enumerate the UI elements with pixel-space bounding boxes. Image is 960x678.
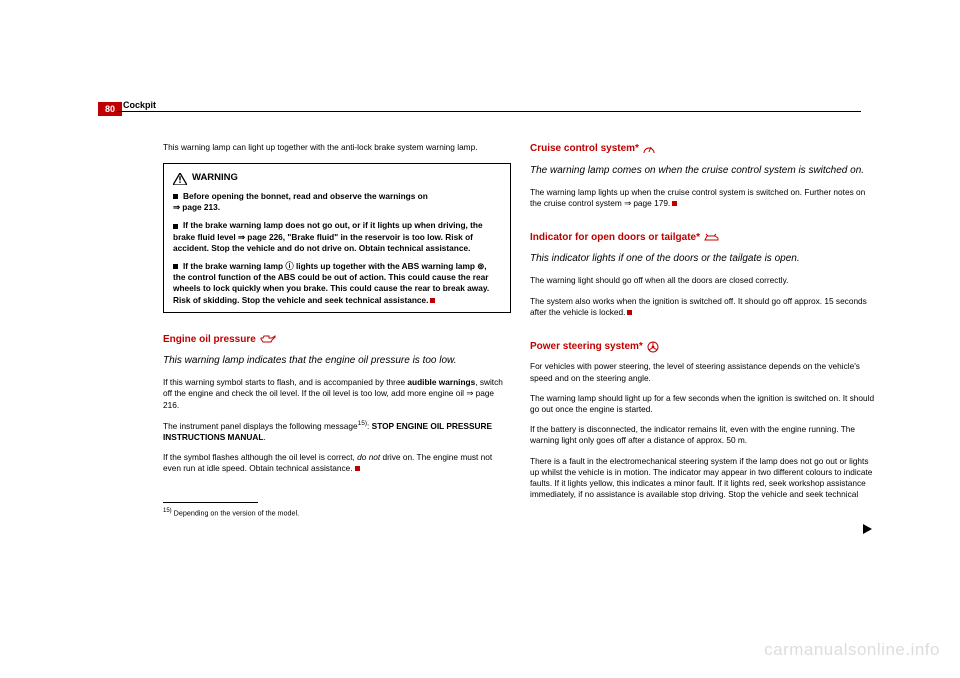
end-mark-icon bbox=[355, 466, 360, 471]
warning-box: WARNING Before opening the bonnet, read … bbox=[163, 163, 511, 313]
doors-para-1: The warning light should go off when all… bbox=[530, 275, 878, 286]
end-mark-icon bbox=[672, 201, 677, 206]
footnote: 15) Depending on the version of the mode… bbox=[163, 507, 511, 518]
footnote-text: Depending on the version of the model. bbox=[172, 509, 299, 518]
speedometer-icon bbox=[643, 144, 655, 154]
warning-label: WARNING bbox=[192, 172, 238, 185]
steering-para-1: For vehicles with power steering, the le… bbox=[530, 361, 878, 383]
warning-bullet-1: Before opening the bonnet, read and obse… bbox=[173, 191, 501, 213]
oil-para-2: The instrument panel displays the follow… bbox=[163, 420, 511, 443]
bullet-icon bbox=[173, 194, 178, 199]
left-column: This warning lamp can light up together … bbox=[163, 142, 511, 518]
page-number-tab: 80 bbox=[98, 102, 122, 116]
intro-paragraph: This warning lamp can light up together … bbox=[163, 142, 511, 153]
oil-p2a: The instrument panel displays the follow… bbox=[163, 421, 358, 431]
cruise-p1: The warning lamp lights up when the crui… bbox=[530, 187, 865, 208]
oil-para-3: If the symbol flashes although the oil l… bbox=[163, 452, 511, 474]
oil-p3a: If the symbol flashes although the oil l… bbox=[163, 452, 357, 462]
watermark: carmanualsonline.info bbox=[764, 640, 940, 660]
warning-triangle-icon bbox=[173, 173, 187, 185]
steering-heading-text: Power steering system* bbox=[530, 340, 643, 354]
doors-subheading: This indicator lights if one of the door… bbox=[530, 252, 878, 265]
footnote-rule bbox=[163, 502, 258, 503]
oil-p3b: do not bbox=[357, 452, 380, 462]
steering-para-4: There is a fault in the electromechanica… bbox=[530, 456, 878, 501]
warning-bullet-3: If the brake warning lamp ⓘ lights up to… bbox=[173, 261, 501, 306]
doors-heading-text: Indicator for open doors or tailgate* bbox=[530, 231, 700, 245]
warning-b1-text-b: ⇒ page 213. bbox=[173, 202, 220, 212]
open-door-icon bbox=[704, 233, 720, 242]
oil-para-1: If this warning symbol starts to flash, … bbox=[163, 377, 511, 411]
steering-heading: Power steering system* bbox=[530, 340, 878, 354]
oil-heading-text: Engine oil pressure bbox=[163, 333, 256, 347]
end-mark-icon bbox=[430, 298, 435, 303]
page-header: Cockpit bbox=[123, 100, 156, 110]
warning-heading: WARNING bbox=[173, 172, 501, 185]
doors-heading: Indicator for open doors or tailgate* bbox=[530, 231, 878, 245]
oil-p2-sup: 15) bbox=[358, 420, 367, 427]
bullet-icon bbox=[173, 264, 178, 269]
cruise-subheading: The warning lamp comes on when the cruis… bbox=[530, 164, 878, 177]
cruise-para-1: The warning lamp lights up when the crui… bbox=[530, 187, 878, 209]
right-column: Cruise control system* The warning lamp … bbox=[530, 142, 878, 509]
oil-p1b: audible warnings bbox=[407, 377, 475, 387]
footnote-mark: 15) bbox=[163, 508, 172, 514]
warning-b3-text-a: If the brake warning lamp bbox=[183, 261, 285, 271]
oil-p1a: If this warning symbol starts to flash, … bbox=[163, 377, 407, 387]
cruise-heading: Cruise control system* bbox=[530, 142, 878, 156]
oil-pressure-heading: Engine oil pressure bbox=[163, 333, 511, 347]
header-rule bbox=[117, 111, 861, 112]
warning-b1-text-a: Before opening the bonnet, read and obse… bbox=[183, 191, 428, 201]
steering-wheel-icon bbox=[647, 341, 659, 353]
bullet-icon bbox=[173, 224, 178, 229]
brake-symbol-icon: ⓘ bbox=[285, 261, 293, 271]
cruise-heading-text: Cruise control system* bbox=[530, 142, 639, 156]
oil-can-icon bbox=[260, 334, 276, 344]
warning-bullet-2: If the brake warning lamp does not go ou… bbox=[173, 220, 501, 254]
oil-p2d: . bbox=[263, 432, 265, 442]
oil-subheading: This warning lamp indicates that the eng… bbox=[163, 354, 511, 367]
doors-para-2: The system also works when the ignition … bbox=[530, 296, 878, 318]
steering-para-2: The warning lamp should light up for a f… bbox=[530, 393, 878, 415]
continue-arrow-icon bbox=[863, 524, 872, 534]
doors-p2: The system also works when the ignition … bbox=[530, 296, 867, 317]
warning-b3-text-b: lights up together with the ABS warning … bbox=[294, 261, 478, 271]
steering-para-3: If the battery is disconnected, the indi… bbox=[530, 424, 878, 446]
end-mark-icon bbox=[627, 310, 632, 315]
